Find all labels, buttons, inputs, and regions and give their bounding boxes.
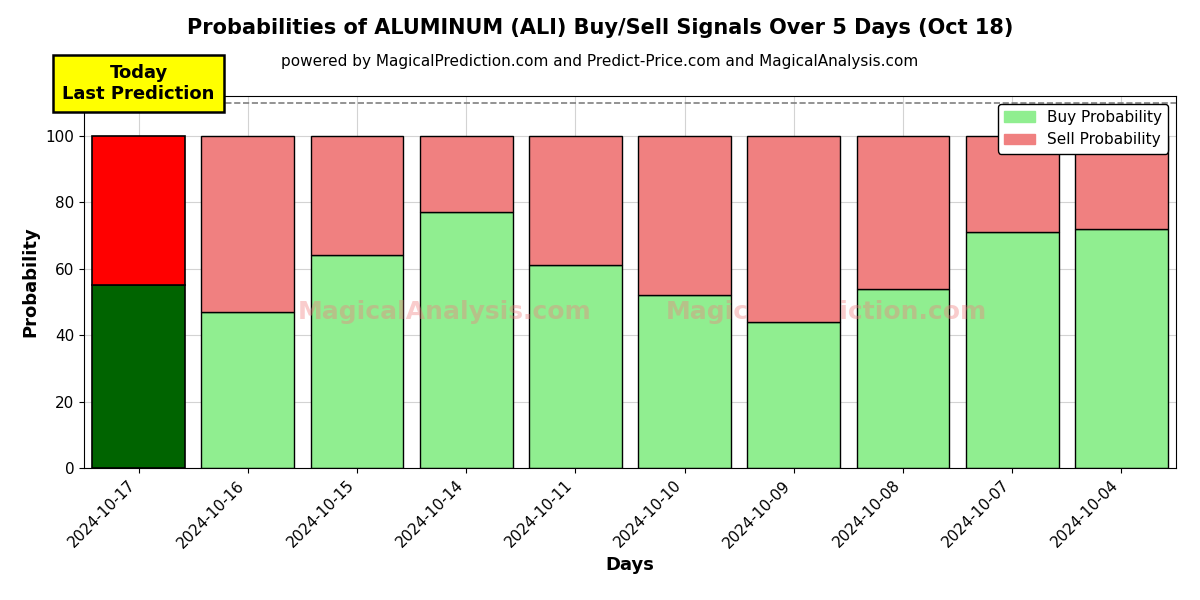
Bar — [311, 256, 403, 468]
Bar — [857, 136, 949, 289]
Text: MagicalAnalysis.com: MagicalAnalysis.com — [298, 300, 592, 324]
Text: MagicalPrediction.com: MagicalPrediction.com — [666, 300, 988, 324]
Bar — [857, 289, 949, 468]
Bar — [966, 232, 1058, 468]
Text: Probabilities of ALUMINUM (ALI) Buy/Sell Signals Over 5 Days (Oct 18): Probabilities of ALUMINUM (ALI) Buy/Sell… — [187, 18, 1013, 38]
Legend: Buy Probability, Sell Probability: Buy Probability, Sell Probability — [998, 104, 1169, 154]
Text: Today
Last Prediction: Today Last Prediction — [62, 64, 215, 103]
Bar — [748, 136, 840, 322]
Bar — [529, 136, 622, 265]
Bar — [638, 295, 731, 468]
Text: powered by MagicalPrediction.com and Predict-Price.com and MagicalAnalysis.com: powered by MagicalPrediction.com and Pre… — [281, 54, 919, 69]
Bar — [1075, 136, 1168, 229]
Y-axis label: Probability: Probability — [22, 227, 40, 337]
Bar — [92, 286, 185, 468]
Bar — [638, 136, 731, 295]
Bar — [420, 136, 512, 212]
Bar — [966, 136, 1058, 232]
Bar — [420, 212, 512, 468]
Bar — [529, 265, 622, 468]
Bar — [202, 136, 294, 312]
Bar — [1075, 229, 1168, 468]
Bar — [748, 322, 840, 468]
Bar — [92, 136, 185, 286]
Bar — [202, 312, 294, 468]
Bar — [311, 136, 403, 256]
X-axis label: Days: Days — [606, 556, 654, 574]
